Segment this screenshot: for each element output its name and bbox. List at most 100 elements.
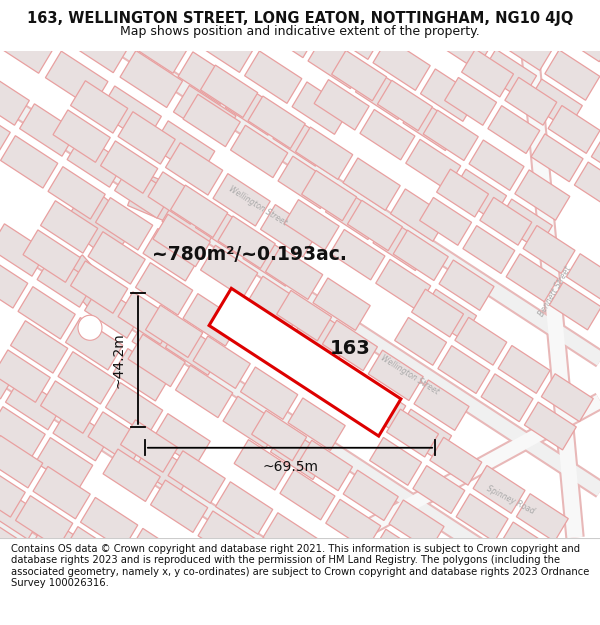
Polygon shape: [62, 186, 137, 261]
Polygon shape: [46, 51, 108, 108]
Polygon shape: [83, 0, 140, 42]
Polygon shape: [166, 142, 223, 195]
Polygon shape: [541, 374, 593, 422]
Polygon shape: [33, 518, 90, 571]
Polygon shape: [80, 498, 138, 550]
Polygon shape: [118, 292, 175, 344]
Polygon shape: [344, 0, 399, 10]
Polygon shape: [395, 318, 446, 366]
Polygon shape: [23, 230, 80, 282]
Polygon shape: [373, 38, 430, 91]
Polygon shape: [308, 36, 365, 89]
Polygon shape: [566, 254, 600, 302]
Polygon shape: [152, 121, 215, 177]
Polygon shape: [302, 171, 356, 221]
Polygon shape: [273, 114, 330, 166]
Polygon shape: [153, 414, 210, 466]
Polygon shape: [245, 51, 302, 103]
Text: Bennett Street: Bennett Street: [537, 264, 573, 318]
Polygon shape: [234, 439, 289, 490]
Polygon shape: [524, 402, 577, 450]
Polygon shape: [151, 480, 208, 532]
Polygon shape: [523, 226, 575, 273]
Polygon shape: [245, 542, 303, 594]
Polygon shape: [196, 202, 253, 255]
Polygon shape: [515, 170, 570, 220]
Polygon shape: [498, 346, 550, 393]
Polygon shape: [58, 352, 115, 404]
Polygon shape: [260, 204, 318, 257]
Polygon shape: [445, 78, 497, 126]
Polygon shape: [406, 139, 461, 190]
Polygon shape: [251, 411, 307, 461]
Polygon shape: [263, 512, 320, 565]
Polygon shape: [456, 494, 508, 542]
Polygon shape: [574, 162, 600, 210]
Polygon shape: [128, 172, 182, 223]
Polygon shape: [288, 398, 345, 451]
Polygon shape: [292, 82, 349, 134]
Polygon shape: [215, 482, 273, 534]
Polygon shape: [131, 21, 188, 73]
Polygon shape: [422, 289, 476, 339]
Polygon shape: [421, 69, 478, 121]
Polygon shape: [241, 367, 298, 419]
Text: ~780m²/~0.193ac.: ~780m²/~0.193ac.: [152, 245, 347, 264]
Polygon shape: [248, 276, 305, 329]
Polygon shape: [535, 0, 587, 5]
Polygon shape: [230, 125, 288, 177]
Polygon shape: [223, 396, 280, 449]
Polygon shape: [88, 412, 145, 464]
Polygon shape: [95, 198, 153, 250]
Polygon shape: [499, 522, 551, 570]
Polygon shape: [356, 67, 413, 119]
Text: Wellington Street: Wellington Street: [227, 184, 289, 227]
Polygon shape: [198, 511, 255, 563]
Polygon shape: [455, 318, 507, 365]
Polygon shape: [278, 156, 335, 209]
Polygon shape: [326, 499, 381, 550]
Polygon shape: [389, 500, 444, 551]
Polygon shape: [259, 319, 314, 370]
Text: Spinney Road: Spinney Road: [485, 484, 535, 516]
Polygon shape: [176, 365, 233, 418]
Polygon shape: [527, 79, 583, 129]
Polygon shape: [67, 135, 124, 188]
Polygon shape: [110, 558, 168, 610]
Polygon shape: [146, 305, 203, 358]
Polygon shape: [407, 0, 463, 11]
Polygon shape: [200, 65, 258, 118]
Polygon shape: [469, 140, 524, 191]
Polygon shape: [505, 78, 557, 125]
Polygon shape: [480, 198, 532, 245]
Polygon shape: [497, 199, 553, 249]
Polygon shape: [88, 232, 145, 284]
Polygon shape: [193, 336, 250, 389]
Polygon shape: [260, 5, 318, 57]
Polygon shape: [506, 254, 558, 302]
Polygon shape: [197, 20, 254, 72]
Text: 163, WELLINGTON STREET, LONG EATON, NOTTINGHAM, NG10 4JQ: 163, WELLINGTON STREET, LONG EATON, NOTT…: [27, 11, 573, 26]
Polygon shape: [143, 229, 200, 281]
Polygon shape: [71, 81, 128, 133]
Polygon shape: [16, 547, 73, 599]
Polygon shape: [423, 110, 478, 161]
Polygon shape: [266, 247, 323, 299]
Text: Contains OS data © Crown copyright and database right 2021. This information is : Contains OS data © Crown copyright and d…: [11, 544, 589, 588]
Polygon shape: [377, 80, 433, 131]
Polygon shape: [0, 436, 43, 488]
Polygon shape: [461, 49, 514, 97]
Polygon shape: [531, 134, 583, 182]
Polygon shape: [296, 127, 353, 179]
Polygon shape: [136, 262, 193, 315]
Polygon shape: [473, 466, 525, 513]
Polygon shape: [430, 438, 482, 485]
Polygon shape: [99, 86, 161, 143]
Polygon shape: [136, 442, 193, 495]
Polygon shape: [183, 94, 240, 147]
Polygon shape: [330, 229, 385, 280]
Polygon shape: [63, 527, 120, 579]
Polygon shape: [61, 255, 110, 307]
Polygon shape: [305, 349, 360, 400]
Polygon shape: [183, 294, 240, 346]
